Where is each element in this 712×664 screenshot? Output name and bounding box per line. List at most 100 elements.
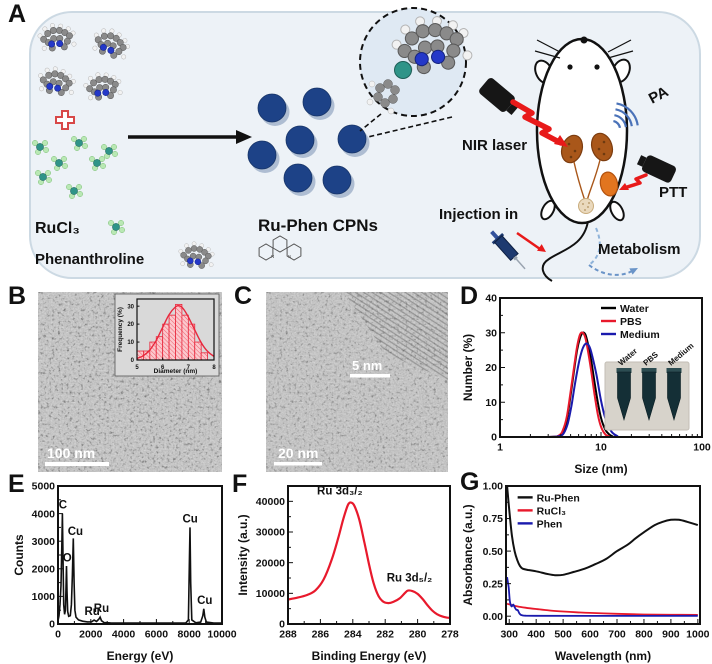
legend-label: Ru-Phen [537,492,580,504]
callout-line-left [359,113,382,132]
ru-atom [394,61,412,79]
inner-scale-bar-label: 5 nm [352,358,382,373]
y-tick-label: 3000 [32,536,56,548]
plot-frame [136,298,215,361]
hist-bar [181,314,189,361]
structure-n-right: N [288,254,291,259]
x-tick-label: 5 [135,365,139,371]
nanoparticle [337,124,367,154]
legend-label: PBS [620,316,642,328]
bladder-texture [582,202,590,211]
syringe-icon [490,230,526,270]
panel-d-tube-photo-inset: Water PBS Medium [604,341,695,431]
reaction-arrow-icon [128,130,252,144]
y-tick-label: 20 [485,362,497,374]
nanoparticle [322,165,352,195]
y-tick-label: 0.25 [483,578,504,590]
series-PBS [499,331,703,438]
phenanthroline-molecule [92,28,130,60]
plus-icon [55,110,75,130]
hist-bar [175,303,183,361]
x-tick-label: 7 [187,365,191,371]
tube-cap [666,368,682,373]
panel-f-xps-chart: 288 286 284 282 280 278 0 10000 20000 30000 40000 B… [236,485,459,663]
phenanthroline-molecule [178,241,215,269]
y-tick-label: 30 [127,304,134,310]
x-tick-label: 1000 [686,629,710,641]
metabolism-arrow-icon [588,227,638,276]
x-axis-label: Diameter (nm) [154,368,198,375]
y-axis-label: Counts [12,534,26,576]
axes: 0 2000 4000 6000 8000 10000 0 1000 2000 3000 4000 5… [12,481,237,663]
peak-annotation: Cu [68,526,83,538]
x-axis-label: Wavelength (nm) [555,649,651,663]
reagent-phenanthroline-label: Phenanthroline [35,251,144,268]
y-tick-label: 0 [491,432,497,444]
series-Medium [499,342,703,438]
rucl3-molecule [35,170,52,185]
ptt-label: PTT [659,184,687,201]
bladder [578,198,594,214]
tube-cap [641,368,657,373]
rucl3-molecule [71,136,88,151]
mouse-tail [541,220,589,282]
y-tick-label: 10 [485,397,497,409]
x-tick-label: 8000 [178,629,202,641]
rucl3-molecule [32,140,49,155]
x-tick-label: 8 [212,365,216,371]
panel-letter-g: G [460,468,480,496]
x-axis-label: Binding Energy (eV) [312,649,427,663]
x-tick-label: 288 [279,629,297,641]
series-EDS [57,513,223,624]
legend-label: Medium [620,329,660,341]
kidney-left [560,134,584,164]
panel-letter-a: A [8,0,27,28]
x-axis-label: Energy (eV) [107,649,174,663]
mouse-illustration [534,36,634,282]
callout-line-right [367,116,453,138]
mouse-eye-left [567,64,573,70]
x-tick-label: 100 [693,442,711,454]
peak-annotation: O [63,553,72,565]
ru-complex-molecule [366,16,473,115]
x-tick-label: 500 [554,629,572,641]
scale-bar-label: 100 nm [47,445,95,461]
y-tick-label: 1000 [32,591,56,603]
x-tick-label: 278 [441,629,459,641]
tumor [599,171,619,197]
tube-cap [616,368,632,373]
x-tick-label: 284 [344,629,362,641]
phenanthroline-molecule [391,16,473,75]
nanoparticle [247,140,277,170]
panel-letter-c: C [234,282,253,310]
panel-d-dls-chart: 1 10 100 0 10 20 30 40 Size (nm) Number (%) WaterP… [461,293,711,476]
peak-annotation: Ru 3d₃/₂ [317,485,363,497]
y-tick-label: 0 [279,619,285,631]
x-tick-label: 1 [497,442,503,454]
hist-bar [200,352,208,361]
y-tick-label: 0.00 [483,611,504,623]
x-tick-label: 10000 [207,629,236,641]
series-gauss-fit [136,304,215,360]
legend-label: Phen [537,518,563,530]
panel-c-hrtem-image: 5 nm 20 nm [266,292,448,472]
nir-laser-label: NIR laser [462,137,527,154]
x-tick-label: 400 [527,629,545,641]
scale-bar-label: 20 nm [278,445,318,461]
y-tick-label: 0 [49,619,55,631]
panel-a-scheme: RuCl₃ Phenanthroline Ru-Phen CPNs N N [29,7,701,282]
x-tick-label: 6 [161,365,165,371]
legend-label: Water [620,303,649,315]
y-tick-label: 20 [127,322,134,328]
y-tick-label: 30000 [256,527,285,539]
inner-scale-bar [350,374,390,378]
y-axis-label: Frequency (%) [117,307,124,352]
x-tick-label: 6000 [145,629,169,641]
hist-bar [155,336,164,361]
nanoparticle-cluster [247,87,370,198]
x-tick-label: 300 [500,629,518,641]
ptt-beam-icon [619,173,648,190]
nir-beam-icon [510,99,568,147]
phenanthroline-molecule [38,66,76,96]
